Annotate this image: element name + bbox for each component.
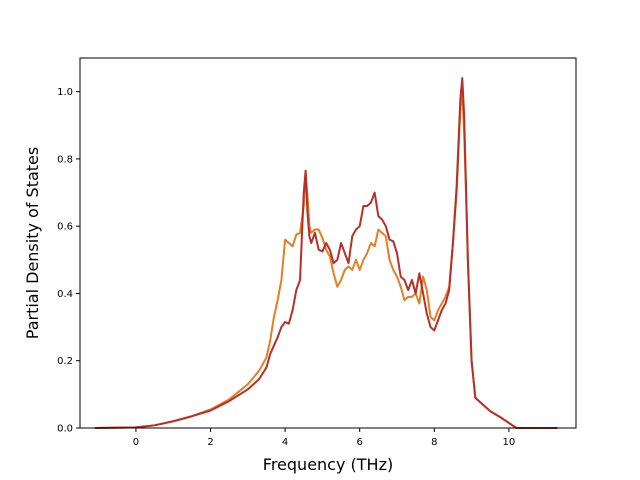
plot-background: [80, 58, 576, 428]
series-line-2: [94, 77, 558, 429]
x-tick-label: 6: [357, 437, 363, 448]
y-tick-label: 0.8: [57, 154, 73, 165]
x-tick-label: 8: [431, 437, 437, 448]
y-tick-label: 0.6: [57, 222, 73, 233]
y-tick-label: 0.2: [57, 356, 73, 367]
x-axis-label: Frequency (THz): [263, 455, 393, 474]
y-tick-label: 0.0: [57, 424, 73, 435]
x-tick-label: 10: [503, 437, 516, 448]
y-tick-label: 1.0: [57, 87, 73, 98]
y-axis-ticks: 0.0 0.2 0.4 0.6 0.8 1.0: [57, 87, 80, 435]
y-axis-label: Partial Density of States: [23, 147, 42, 339]
x-tick-label: 0: [133, 437, 139, 448]
x-tick-label: 4: [282, 437, 288, 448]
x-axis-ticks: 0 2 4 6 8 10: [133, 428, 515, 448]
plot-frame: [79, 57, 577, 429]
series-layer: [94, 77, 558, 429]
x-tick-label: 2: [207, 437, 213, 448]
y-tick-label: 0.4: [57, 289, 73, 300]
